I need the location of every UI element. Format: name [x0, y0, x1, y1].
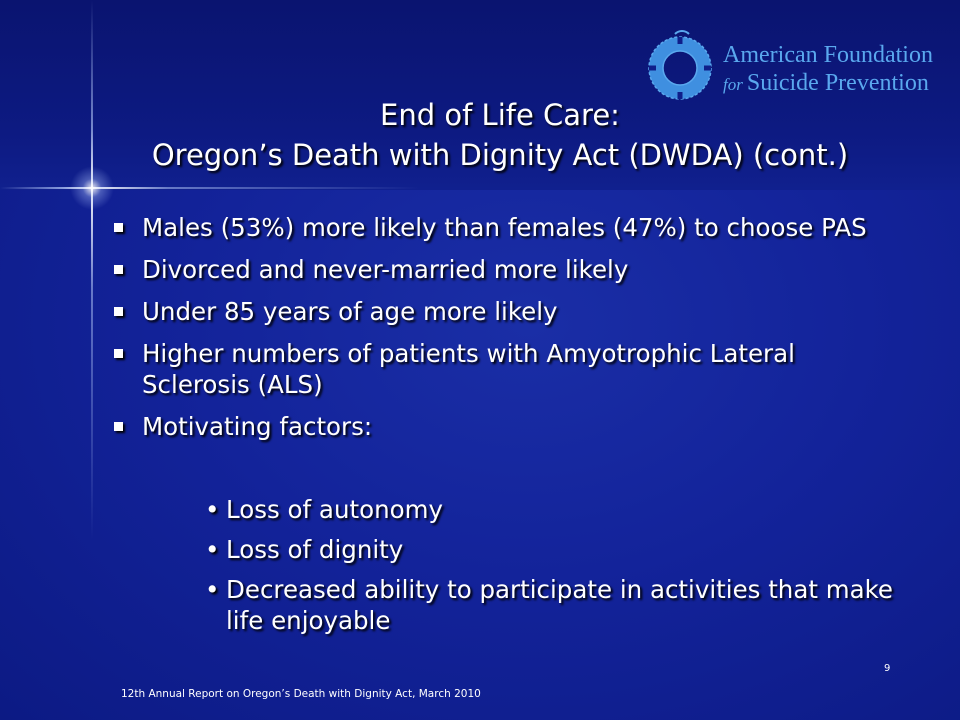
footer-citation: 12th Annual Report on Oregon’s Death wit…: [121, 688, 481, 700]
life-ring-icon: [648, 30, 712, 100]
square-bullet-icon: [114, 307, 123, 316]
logo-line-2: for Suicide Prevention: [723, 70, 929, 97]
title-band: [0, 0, 960, 190]
bullet-text: Motivating factors:: [142, 412, 373, 441]
bullet-item: Higher numbers of patients with Amyotrop…: [110, 338, 910, 400]
bullet-text: Under 85 years of age more likely: [142, 297, 558, 326]
square-bullet-icon: [114, 422, 123, 431]
logo-line-2-text: Suicide Prevention: [746, 70, 929, 96]
bullet-item: Under 85 years of age more likely: [110, 296, 910, 327]
bullet-text: Males (53%) more likely than females (47…: [142, 213, 867, 242]
sub-bullet-text: Loss of dignity: [226, 535, 404, 564]
afsp-logo: American Foundation for Suicide Preventio…: [645, 30, 945, 102]
slide-title: End of Life Care: Oregon’s Death with Di…: [90, 95, 910, 175]
bullet-item: Motivating factors:: [110, 411, 910, 442]
bullet-text: Divorced and never-married more likely: [142, 255, 629, 284]
square-bullet-icon: [114, 349, 123, 358]
bullet-item: Males (53%) more likely than females (47…: [110, 212, 910, 243]
page-number: 9: [884, 663, 891, 674]
sub-bullet-text: Decreased ability to participate in acti…: [226, 575, 894, 635]
light-flare-horizontal: [0, 187, 420, 189]
square-bullet-icon: [114, 265, 123, 274]
sub-bullet-item: • Loss of autonomy: [110, 494, 910, 525]
round-bullet-icon: •: [205, 495, 220, 524]
sub-bullet-item: • Loss of dignity: [110, 534, 910, 565]
light-flare-glow: [70, 166, 114, 210]
round-bullet-icon: •: [205, 575, 220, 604]
sub-bullet-text: Loss of autonomy: [226, 495, 443, 524]
square-bullet-icon: [114, 223, 123, 232]
bullet-item: Divorced and never-married more likely: [110, 254, 910, 285]
sub-bullet-item: • Decreased ability to participate in act…: [110, 574, 910, 636]
light-flare-vertical: [91, 0, 93, 720]
logo-for-word: for: [723, 75, 743, 94]
round-bullet-icon: •: [205, 535, 220, 564]
logo-line-1: American Foundation: [723, 42, 933, 68]
title-line-2: Oregon’s Death with Dignity Act (DWDA) (…: [151, 138, 849, 172]
bullet-text: Higher numbers of patients with Amyotrop…: [142, 339, 795, 399]
title-line-1: End of Life Care:: [380, 98, 620, 132]
bullet-list: Males (53%) more likely than females (47…: [110, 212, 910, 453]
sub-bullet-list: • Loss of autonomy • Loss of dignity • Decr…: [110, 494, 910, 645]
